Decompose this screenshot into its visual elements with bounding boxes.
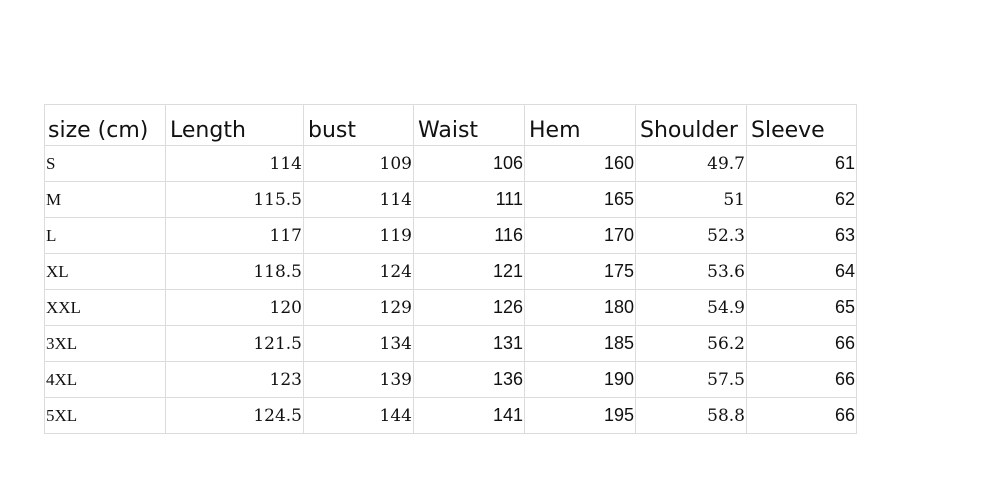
size-label-cell: 5XL bbox=[44, 397, 166, 434]
waist-cell: 111 bbox=[413, 181, 525, 218]
shoulder-cell: 56.2 bbox=[635, 325, 747, 362]
shoulder-cell: 49.7 bbox=[635, 145, 747, 182]
shoulder-cell: 53.6 bbox=[635, 253, 747, 290]
hem-cell: 175 bbox=[524, 253, 636, 290]
header-length: Length bbox=[165, 104, 304, 146]
length-cell: 121.5 bbox=[165, 325, 304, 362]
hem-cell: 190 bbox=[524, 361, 636, 398]
bust-cell: 144 bbox=[303, 397, 414, 434]
hem-cell: 170 bbox=[524, 217, 636, 254]
table-row: 3XL 121.5 134 131 185 56.2 66 bbox=[44, 325, 857, 362]
shoulder-cell: 51 bbox=[635, 181, 747, 218]
sleeve-cell: 65 bbox=[746, 289, 857, 326]
bust-cell: 109 bbox=[303, 145, 414, 182]
sleeve-cell: 66 bbox=[746, 397, 857, 434]
shoulder-cell: 57.5 bbox=[635, 361, 747, 398]
waist-cell: 121 bbox=[413, 253, 525, 290]
length-cell: 118.5 bbox=[165, 253, 304, 290]
size-label-cell: XL bbox=[44, 253, 166, 290]
table-row: XXL 120 129 126 180 54.9 65 bbox=[44, 289, 857, 326]
length-cell: 120 bbox=[165, 289, 304, 326]
size-label-cell: 4XL bbox=[44, 361, 166, 398]
header-row: size (cm) Length bust Waist Hem Shoulder… bbox=[44, 104, 857, 146]
waist-cell: 136 bbox=[413, 361, 525, 398]
sleeve-cell: 62 bbox=[746, 181, 857, 218]
sleeve-cell: 64 bbox=[746, 253, 857, 290]
length-cell: 115.5 bbox=[165, 181, 304, 218]
length-cell: 124.5 bbox=[165, 397, 304, 434]
bust-cell: 119 bbox=[303, 217, 414, 254]
table-body: S 114 109 106 160 49.7 61 M 115.5 114 111 165 51 62 L 1… bbox=[44, 145, 857, 434]
sleeve-cell: 63 bbox=[746, 217, 857, 254]
bust-cell: 114 bbox=[303, 181, 414, 218]
table-row: XL 118.5 124 121 175 53.6 64 bbox=[44, 253, 857, 290]
waist-cell: 116 bbox=[413, 217, 525, 254]
shoulder-cell: 54.9 bbox=[635, 289, 747, 326]
waist-cell: 131 bbox=[413, 325, 525, 362]
sleeve-cell: 61 bbox=[746, 145, 857, 182]
header-waist: Waist bbox=[413, 104, 525, 146]
size-label-cell: L bbox=[44, 217, 166, 254]
hem-cell: 180 bbox=[524, 289, 636, 326]
header-size: size (cm) bbox=[44, 104, 166, 146]
table-row: 5XL 124.5 144 141 195 58.8 66 bbox=[44, 397, 857, 434]
size-label-cell: XXL bbox=[44, 289, 166, 326]
shoulder-cell: 52.3 bbox=[635, 217, 747, 254]
bust-cell: 129 bbox=[303, 289, 414, 326]
length-cell: 123 bbox=[165, 361, 304, 398]
shoulder-cell: 58.8 bbox=[635, 397, 747, 434]
header-shoulder: Shoulder bbox=[635, 104, 747, 146]
size-label-cell: S bbox=[44, 145, 166, 182]
table-row: 4XL 123 139 136 190 57.5 66 bbox=[44, 361, 857, 398]
header-hem: Hem bbox=[524, 104, 636, 146]
waist-cell: 106 bbox=[413, 145, 525, 182]
hem-cell: 195 bbox=[524, 397, 636, 434]
size-label-cell: M bbox=[44, 181, 166, 218]
bust-cell: 134 bbox=[303, 325, 414, 362]
waist-cell: 126 bbox=[413, 289, 525, 326]
hem-cell: 185 bbox=[524, 325, 636, 362]
table-row: M 115.5 114 111 165 51 62 bbox=[44, 181, 857, 218]
hem-cell: 165 bbox=[524, 181, 636, 218]
size-label-cell: 3XL bbox=[44, 325, 166, 362]
length-cell: 114 bbox=[165, 145, 304, 182]
header-sleeve: Sleeve bbox=[746, 104, 857, 146]
table-row: S 114 109 106 160 49.7 61 bbox=[44, 145, 857, 182]
sleeve-cell: 66 bbox=[746, 361, 857, 398]
waist-cell: 141 bbox=[413, 397, 525, 434]
length-cell: 117 bbox=[165, 217, 304, 254]
header-bust: bust bbox=[303, 104, 414, 146]
bust-cell: 124 bbox=[303, 253, 414, 290]
bust-cell: 139 bbox=[303, 361, 414, 398]
hem-cell: 160 bbox=[524, 145, 636, 182]
size-chart-table: size (cm) Length bust Waist Hem Shoulder… bbox=[44, 104, 857, 434]
sleeve-cell: 66 bbox=[746, 325, 857, 362]
table-row: L 117 119 116 170 52.3 63 bbox=[44, 217, 857, 254]
